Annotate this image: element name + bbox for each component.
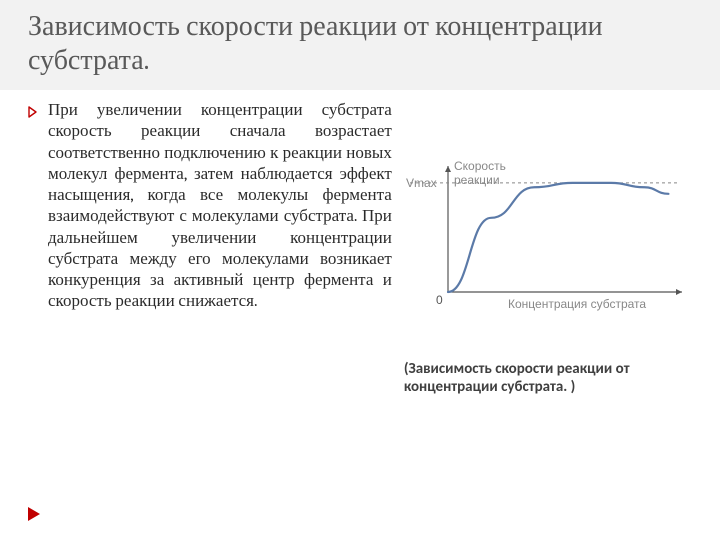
content-area: При увеличении концентрации субстрата ск… [28, 100, 692, 520]
slide: Зависимость скорости реакции от концентр… [0, 0, 720, 540]
svg-text:Концентрация субстрата: Концентрация субстрата [508, 297, 646, 311]
svg-text:реакции: реакции [454, 173, 500, 187]
figure-caption: (Зависимость скорости реакции от концент… [404, 360, 688, 396]
title-bar: Зависимость скорости реакции от концентр… [0, 0, 720, 90]
text-column: При увеличении концентрации субстрата ск… [28, 100, 400, 520]
bullet-item: При увеличении концентрации субстрата ск… [28, 100, 392, 313]
figure-column: Скоростьреакции Концентрация субстрата Vma… [400, 100, 692, 520]
bullet-marker-icon [28, 106, 42, 118]
svg-text:0: 0 [436, 293, 443, 307]
slide-title: Зависимость скорости реакции от концентр… [28, 10, 692, 77]
bullet-text: При увеличении концентрации субстрата ск… [48, 100, 392, 313]
accent-corner-icon [28, 507, 46, 526]
svg-text:Vmax: Vmax [406, 176, 437, 190]
svg-text:Скорость: Скорость [454, 159, 506, 173]
saturation-chart: Скоростьреакции Концентрация субстрата Vma… [400, 140, 690, 330]
